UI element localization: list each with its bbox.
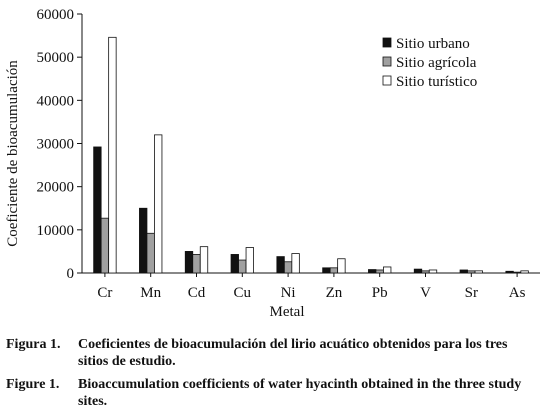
bar (428, 269, 438, 274)
bar (154, 134, 163, 274)
x-axis-title: Metal (270, 304, 305, 320)
bar (238, 259, 247, 274)
caption-label: Figure 1. (6, 377, 60, 392)
bar (192, 254, 201, 274)
bar (100, 217, 110, 274)
legend-label: Sitio agrícola (396, 55, 477, 71)
bar (421, 270, 430, 274)
y-tick-label: 40000 (37, 93, 75, 109)
x-tick-label: Cd (188, 285, 206, 301)
bar (375, 269, 384, 274)
y-tick-label: 50000 (37, 50, 75, 66)
caption-english: Figure 1. Bioaccumulation coefficients o… (6, 376, 540, 410)
bar (467, 270, 476, 274)
bar (329, 267, 339, 274)
bar (283, 261, 293, 274)
caption-spanish: Figura 1. Coeficientes de bioacumulación… (6, 336, 540, 370)
y-tick-label: 0 (67, 266, 75, 282)
x-tick-label: V (420, 285, 431, 301)
y-tick-label: 10000 (37, 223, 75, 239)
bar (93, 146, 102, 274)
caption-label: Figura 1. (6, 337, 61, 352)
x-tick-label: Cr (97, 285, 112, 301)
x-tick-label: Cu (234, 285, 252, 301)
x-tick-label: Zn (326, 285, 343, 301)
y-tick-label: 20000 (37, 180, 75, 196)
bar (108, 36, 117, 274)
x-tick-label: Sr (465, 285, 478, 301)
bar (413, 268, 423, 274)
chart-area: 0 10000 20000 30000 40000 50000 60000 Cr Mn Cd Cu N… (5, 7, 540, 320)
y-axis-title: Coeficiente de bioacumulación (5, 60, 21, 247)
caption-text: Coeficientes de bioacumulación del lirio… (78, 337, 508, 369)
bar (505, 270, 514, 274)
bar (276, 256, 285, 274)
bar (474, 270, 483, 274)
bar (512, 271, 522, 274)
legend-label: Sitio turístico (396, 74, 477, 90)
bar (184, 251, 194, 274)
y-tick-label: 60000 (37, 7, 75, 23)
bar (520, 270, 529, 274)
x-tick-label: Ni (281, 285, 296, 301)
caption-text: Bioaccumulation coefficients of water hy… (78, 377, 522, 409)
bar (322, 267, 331, 274)
bar (245, 247, 254, 274)
bar (146, 232, 155, 274)
bar (199, 246, 209, 274)
bar (459, 269, 468, 274)
bar (383, 266, 392, 274)
bar (368, 269, 377, 274)
bar-chart: 0 10000 20000 30000 40000 50000 60000 Cr Mn Cd Cu N… (5, 7, 540, 320)
bar (291, 253, 300, 274)
x-tick-label: Pb (372, 285, 388, 301)
legend-label: Sitio urbano (396, 36, 470, 52)
bar (337, 258, 346, 274)
x-tick-label: Mn (140, 285, 161, 301)
legend-swatch (382, 75, 392, 86)
legend-swatch (382, 56, 392, 67)
legend-swatch (382, 37, 392, 48)
bar (139, 207, 148, 274)
x-tick-label: As (509, 285, 526, 301)
bar (230, 254, 239, 274)
y-tick-label: 30000 (37, 137, 75, 153)
